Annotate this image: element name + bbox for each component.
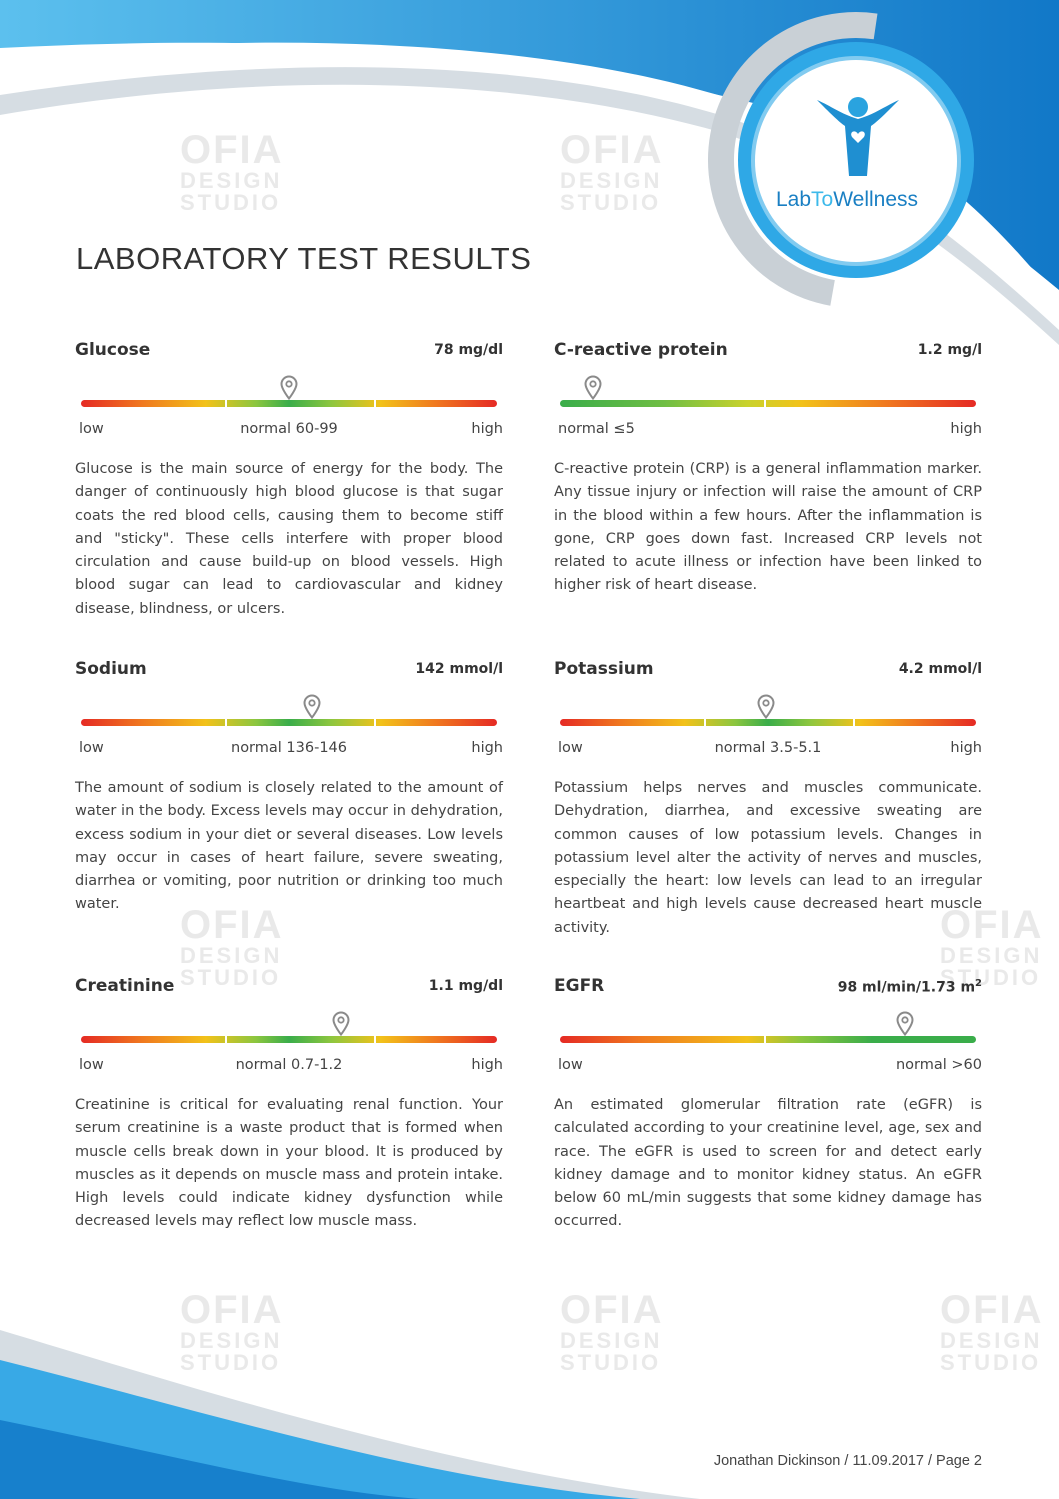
- range-bar: [560, 400, 976, 407]
- range-high-label: high: [471, 740, 503, 756]
- range-low-label: normal ≤5: [558, 421, 635, 437]
- range-bar: [81, 1036, 497, 1043]
- bar-segment-divider: [853, 719, 856, 726]
- range-high-label: high: [950, 421, 982, 437]
- test-value: 1.1 mg/dl: [428, 978, 503, 994]
- bar-segment-divider: [374, 1036, 377, 1043]
- location-pin-icon: [280, 375, 298, 401]
- test-name: Sodium: [75, 659, 147, 679]
- bar-segment-divider: [703, 719, 706, 726]
- bar-segment-divider: [763, 400, 766, 407]
- page-title: LABORATORY TEST RESULTS: [76, 241, 532, 276]
- range-high-label: normal >60: [895, 1057, 982, 1073]
- range-high-label: high: [471, 421, 503, 437]
- range-normal-label: normal 60-99: [240, 421, 338, 437]
- test-value: 4.2 mmol/l: [898, 661, 982, 677]
- test-description: The amount of sodium is closely related …: [75, 780, 503, 913]
- test-value: 142 mmol/l: [415, 661, 503, 677]
- bar-segment-divider: [224, 1036, 227, 1043]
- range-high-label: high: [950, 740, 982, 756]
- range-low-label: low: [79, 1057, 104, 1073]
- location-pin-icon: [896, 1011, 914, 1037]
- brand-logo: LabToWellness: [776, 188, 919, 211]
- test-name: Potassium: [554, 659, 654, 679]
- test-description: An estimated glomerular filtration rate …: [554, 1097, 982, 1230]
- location-pin-icon: [332, 1011, 350, 1037]
- range-bar: [560, 719, 976, 726]
- bar-segment-divider: [374, 400, 377, 407]
- test-name: Creatinine: [75, 976, 175, 996]
- test-description: C-reactive protein (CRP) is a general in…: [554, 461, 982, 594]
- range-normal-label: normal 0.7-1.2: [235, 1057, 343, 1073]
- location-pin-icon: [584, 375, 602, 401]
- location-pin-icon: [757, 694, 775, 720]
- range-low-label: low: [79, 740, 104, 756]
- range-normal-label: normal 136-146: [231, 740, 347, 756]
- person-logo-icon: [817, 97, 899, 176]
- range-bar: [81, 400, 497, 407]
- value-superscript: 2: [975, 978, 982, 989]
- range-normal-label: normal 3.5-5.1: [714, 740, 822, 756]
- range-high-label: high: [471, 1057, 503, 1073]
- page-footer: Jonathan Dickinson / 11.09.2017 / Page 2: [713, 1453, 982, 1469]
- bar-segment-divider: [224, 400, 227, 407]
- test-description: Creatinine is critical for evaluating re…: [75, 1097, 503, 1230]
- test-value: 98 ml/min/1.73 m2: [837, 978, 982, 996]
- location-pin-icon: [303, 694, 321, 720]
- range-bar: [81, 719, 497, 726]
- test-name: Glucose: [75, 340, 151, 360]
- range-bar: [560, 1036, 976, 1043]
- range-low-label: low: [558, 740, 583, 756]
- range-low-label: low: [558, 1057, 583, 1073]
- bar-segment-divider: [374, 719, 377, 726]
- bar-segment-divider: [763, 1036, 766, 1043]
- test-value: 78 mg/dl: [434, 342, 503, 358]
- test-value: 1.2 mg/l: [917, 342, 982, 358]
- test-name: C-reactive protein: [554, 340, 728, 360]
- range-low-label: low: [79, 421, 104, 437]
- bar-segment-divider: [224, 719, 227, 726]
- test-description: Glucose is the main source of energy for…: [75, 461, 503, 617]
- test-name: EGFR: [554, 976, 605, 996]
- test-description: Potassium helps nerves and muscles commu…: [554, 780, 982, 936]
